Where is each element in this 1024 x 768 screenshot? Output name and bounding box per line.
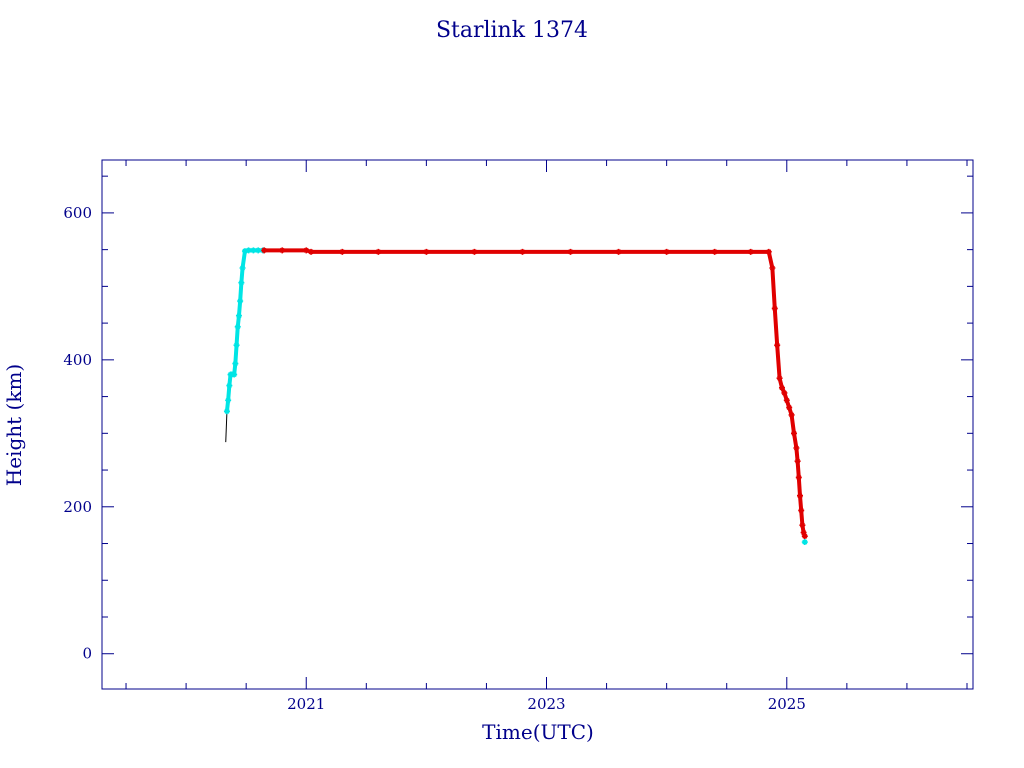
data-point: [801, 539, 808, 546]
data-point: [776, 375, 783, 382]
data-point: [771, 305, 778, 312]
y-axis-title: Height (km): [2, 364, 26, 486]
data-point: [747, 248, 754, 255]
data-point: [231, 371, 238, 378]
data-point: [226, 382, 233, 389]
data-point: [261, 247, 268, 254]
data-point: [765, 248, 772, 255]
data-point: [225, 397, 232, 404]
data-point: [774, 342, 781, 349]
data-point: [797, 492, 804, 499]
data-point: [237, 298, 244, 305]
data-point: [250, 247, 257, 254]
data-point: [663, 248, 670, 255]
data-point: [711, 248, 718, 255]
y-tick-label: 400: [63, 351, 92, 369]
data-point: [794, 458, 801, 465]
data-point: [800, 529, 807, 536]
data-point: [798, 507, 805, 514]
series-line: [264, 248, 807, 537]
data-point: [769, 265, 776, 272]
data-point: [279, 247, 286, 254]
x-tick-label: 2025: [768, 695, 806, 713]
track-line: [225, 411, 228, 443]
plot-frame: [101, 159, 974, 690]
points-layer: [223, 247, 808, 546]
x-tick-label: 2023: [527, 695, 565, 713]
y-tick-label: 0: [82, 645, 92, 663]
data-point: [235, 312, 242, 319]
tick-labels: 2021 2023 2025 0 200 400 600: [63, 204, 806, 713]
data-point: [783, 397, 790, 404]
chart-title: Starlink 1374: [436, 18, 588, 43]
data-point: [255, 247, 262, 254]
data-point: [519, 248, 526, 255]
data-point: [245, 247, 252, 254]
data-point: [471, 248, 478, 255]
data-point: [790, 430, 797, 437]
data-point: [567, 248, 574, 255]
series-line: [224, 248, 263, 412]
y-tick-label: 200: [63, 498, 92, 516]
data-point: [339, 248, 346, 255]
x-axis-title: Time(UTC): [482, 720, 594, 744]
y-tick-label: 600: [63, 204, 92, 222]
series-red-1: [261, 247, 808, 540]
data-point: [223, 408, 230, 415]
track-layer: [225, 411, 228, 443]
data-point: [786, 404, 793, 411]
minor-ticks: [102, 160, 973, 689]
series-cyan-0: [223, 247, 266, 415]
data-point: [799, 522, 806, 529]
data-point: [795, 474, 802, 481]
data-point: [232, 360, 239, 367]
data-point: [303, 247, 310, 254]
data-point: [375, 248, 382, 255]
data-point: [801, 533, 808, 540]
data-point: [239, 265, 246, 272]
data-point: [233, 342, 240, 349]
data-point: [615, 248, 622, 255]
data-point: [788, 411, 795, 418]
data-point: [781, 389, 788, 396]
data-point: [308, 248, 315, 255]
x-tick-label: 2021: [287, 695, 325, 713]
data-point: [793, 445, 800, 452]
data-point: [234, 323, 241, 330]
data-point: [238, 279, 245, 286]
data-point: [423, 248, 430, 255]
data-point: [241, 248, 248, 255]
major-ticks: [102, 160, 973, 689]
series-cyan-2: [801, 539, 808, 546]
data-point: [778, 384, 785, 391]
